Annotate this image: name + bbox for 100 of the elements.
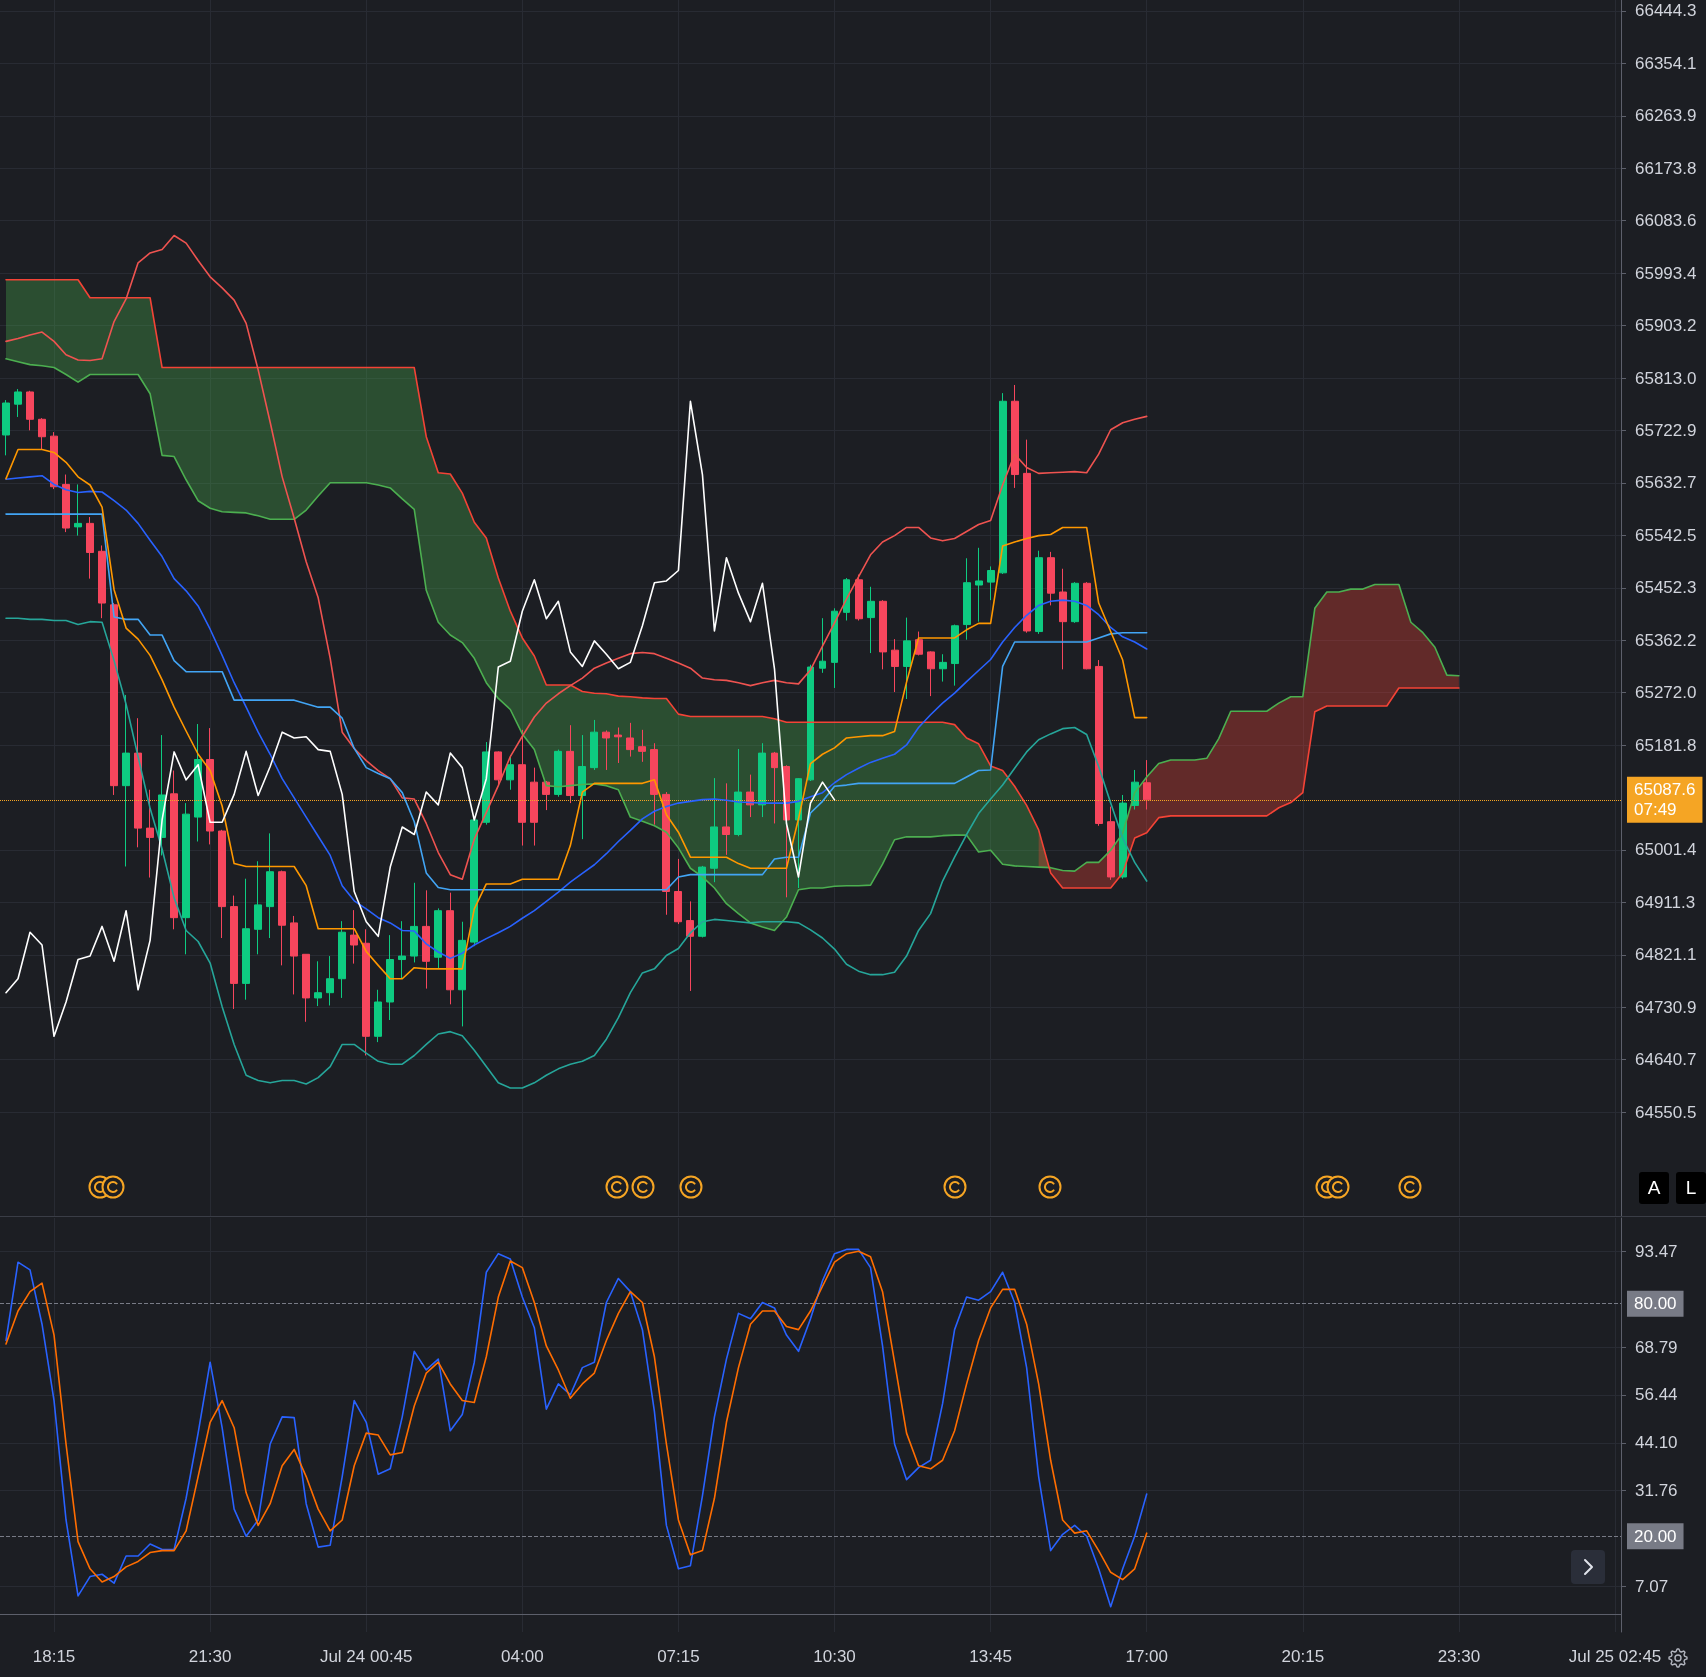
candlestick — [758, 742, 766, 818]
x-tick-label: 07:15 — [657, 1647, 700, 1666]
ref-line-label: 20.00 — [1634, 1526, 1677, 1546]
y-tick-label: 66444.3 — [1635, 1, 1697, 21]
candlestick — [314, 960, 322, 1007]
candlestick — [398, 920, 406, 980]
candlestick — [578, 734, 586, 840]
candlestick — [879, 599, 887, 670]
y-tick-label: 64911.3 — [1635, 892, 1696, 912]
candlestick — [434, 907, 442, 970]
y-tick-label: 65722.9 — [1635, 420, 1697, 440]
candlestick — [1083, 581, 1091, 670]
candlestick — [350, 909, 358, 965]
line-series — [5, 358, 1460, 932]
x-tick-label: 18:15 — [32, 1647, 76, 1666]
candlestick — [674, 858, 682, 925]
candlestick — [1047, 551, 1055, 606]
y-tick-label: 66083.6 — [1635, 211, 1697, 231]
y-tick-label: 56.44 — [1635, 1385, 1678, 1405]
candlestick — [698, 865, 706, 938]
toggle-button: A — [1639, 1172, 1669, 1204]
candlestick — [951, 624, 959, 687]
candlestick — [686, 900, 694, 992]
x-tick-label: 17:00 — [1125, 1647, 1168, 1666]
y-tick-label: 65362.2 — [1635, 630, 1697, 650]
y-tick-label: 65632.7 — [1635, 473, 1697, 493]
x-tick-label: 21:30 — [188, 1647, 232, 1666]
y-tick-label: 65542.5 — [1635, 525, 1697, 545]
candlestick — [122, 694, 130, 867]
candlestick — [1035, 550, 1043, 635]
y-tick-label: 65452.3 — [1635, 578, 1697, 598]
candlestick — [1095, 659, 1103, 827]
candlestick — [278, 870, 286, 966]
candlestick — [939, 653, 947, 683]
candlestick — [194, 723, 202, 842]
candlestick — [819, 617, 826, 674]
y-tick-label: 31.76 — [1635, 1481, 1678, 1501]
candlestick — [963, 557, 971, 641]
candlestick — [62, 474, 70, 533]
candlestick — [710, 777, 718, 883]
candlestick — [566, 724, 574, 804]
ref-line-label: 80.00 — [1634, 1294, 1677, 1314]
candlestick — [807, 664, 814, 782]
candlestick — [446, 892, 454, 1005]
candlestick — [302, 953, 310, 1023]
y-tick-label: 66354.1 — [1635, 53, 1697, 73]
x-tick-label: 10:30 — [813, 1647, 856, 1666]
y-tick-label: 65001.4 — [1635, 840, 1697, 860]
candlestick — [771, 751, 778, 824]
x-tick-label: Jul 25 02:45 — [1568, 1647, 1662, 1666]
candlestick — [338, 920, 346, 999]
candlestick — [146, 789, 154, 879]
y-tick-label: 64550.5 — [1635, 1102, 1697, 1122]
candlestick — [554, 749, 562, 798]
candlestick — [614, 727, 622, 764]
candlestick — [1071, 581, 1079, 624]
y-tick-label: 64640.7 — [1635, 1050, 1697, 1070]
y-tick-label: 7.07 — [1635, 1576, 1669, 1596]
candlestick — [746, 774, 754, 818]
y-tick-label: 64730.9 — [1635, 997, 1697, 1017]
candlestick — [362, 928, 370, 1056]
candlestick — [903, 617, 911, 700]
candlestick — [2, 399, 10, 456]
candlestick — [230, 895, 238, 1010]
candlestick — [170, 770, 178, 930]
candlestick — [650, 742, 658, 826]
candlestick — [602, 729, 610, 771]
candlestick — [1107, 806, 1115, 881]
candlestick — [422, 889, 430, 990]
candlestick — [98, 544, 106, 619]
candlestick — [638, 729, 646, 763]
y-tick-label: 65903.2 — [1635, 316, 1697, 336]
candlestick — [722, 782, 730, 856]
candlestick — [290, 915, 298, 995]
line-series — [5, 617, 1148, 1089]
candlestick — [470, 817, 478, 947]
candlestick — [266, 832, 274, 939]
text: 07:49 — [1634, 800, 1677, 820]
y-tick-label: 65181.8 — [1635, 735, 1697, 755]
candlestick — [14, 388, 22, 418]
candlestick — [86, 516, 94, 580]
candlestick — [590, 719, 598, 771]
line-series — [5, 513, 1148, 891]
candlestick — [518, 729, 526, 847]
toggle-button: L — [1676, 1172, 1706, 1204]
candlestick — [110, 602, 118, 796]
y-tick-label: 65993.4 — [1635, 263, 1697, 283]
candlestick — [530, 767, 538, 847]
candlestick — [26, 390, 34, 431]
x-tick-label: Jul 24 00:45 — [319, 1647, 413, 1666]
y-tick-label: 66173.8 — [1635, 158, 1697, 178]
candlestick — [867, 586, 875, 654]
x-tick-label: 13:45 — [969, 1647, 1012, 1666]
y-tick-label: 65272.0 — [1635, 683, 1697, 703]
candlestick — [218, 829, 226, 939]
ref-line-label: 65087.6 — [1634, 780, 1696, 800]
candlestick — [410, 882, 418, 963]
candlestick — [1059, 568, 1067, 670]
candlestick — [1143, 759, 1151, 810]
candlestick — [326, 955, 334, 1006]
